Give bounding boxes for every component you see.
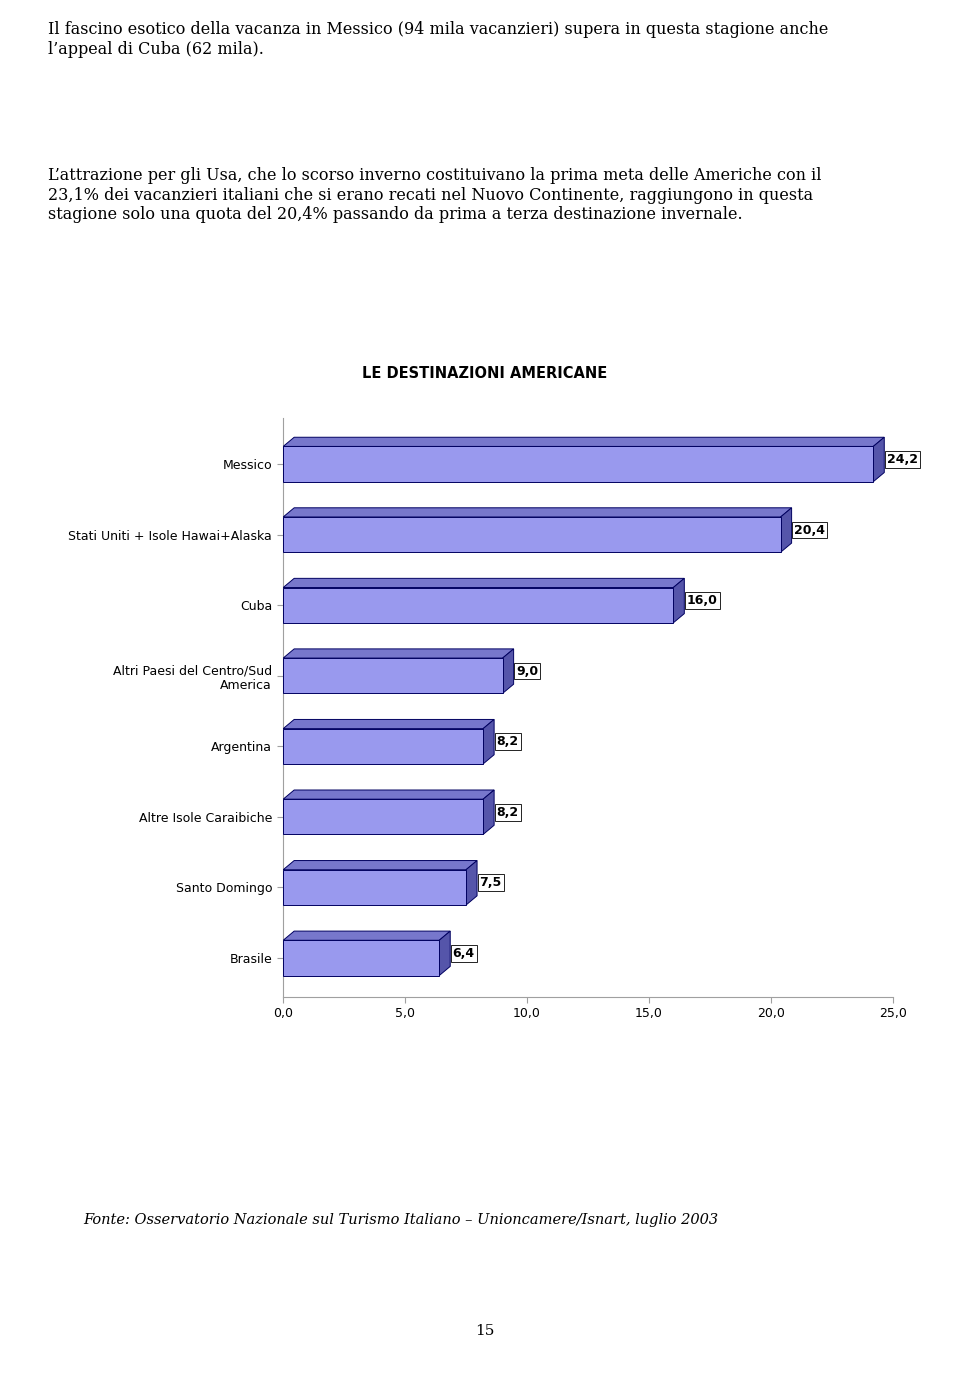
Bar (283, 729, 483, 764)
Bar (283, 658, 503, 693)
Bar (283, 941, 440, 976)
Bar (283, 446, 874, 482)
Bar (283, 799, 483, 835)
Bar (283, 517, 780, 552)
Text: LE DESTINAZIONI AMERICANE: LE DESTINAZIONI AMERICANE (362, 367, 608, 381)
Text: 24,2: 24,2 (887, 453, 918, 466)
Text: 8,2: 8,2 (496, 806, 518, 818)
Polygon shape (283, 931, 450, 941)
Text: 20,4: 20,4 (794, 524, 825, 537)
Polygon shape (466, 860, 477, 905)
Polygon shape (440, 931, 450, 976)
Text: Fonte: Osservatorio Nazionale sul Turismo Italiano – Unioncamere/Isnart, luglio : Fonte: Osservatorio Nazionale sul Turism… (83, 1213, 718, 1227)
Polygon shape (283, 790, 494, 799)
Polygon shape (283, 579, 684, 587)
Text: 7,5: 7,5 (479, 877, 502, 889)
Polygon shape (874, 438, 884, 482)
Polygon shape (483, 719, 494, 764)
Text: Il fascino esotico della vacanza in Messico (94 mila vacanzieri) supera in quest: Il fascino esotico della vacanza in Mess… (48, 21, 828, 57)
Text: 15: 15 (475, 1324, 494, 1338)
Text: 9,0: 9,0 (516, 665, 539, 677)
Polygon shape (780, 507, 792, 552)
Text: 6,4: 6,4 (453, 947, 475, 960)
Polygon shape (283, 860, 477, 870)
Polygon shape (503, 648, 514, 693)
Text: 8,2: 8,2 (496, 735, 518, 749)
Text: 16,0: 16,0 (686, 594, 718, 606)
Polygon shape (283, 719, 494, 729)
Polygon shape (673, 579, 684, 623)
Bar (283, 587, 673, 623)
Polygon shape (483, 790, 494, 835)
Polygon shape (283, 507, 792, 517)
Polygon shape (283, 648, 514, 658)
Bar (283, 870, 466, 905)
Text: L’attrazione per gli Usa, che lo scorso inverno costituivano la prima meta delle: L’attrazione per gli Usa, che lo scorso … (48, 167, 822, 223)
Polygon shape (283, 438, 884, 446)
